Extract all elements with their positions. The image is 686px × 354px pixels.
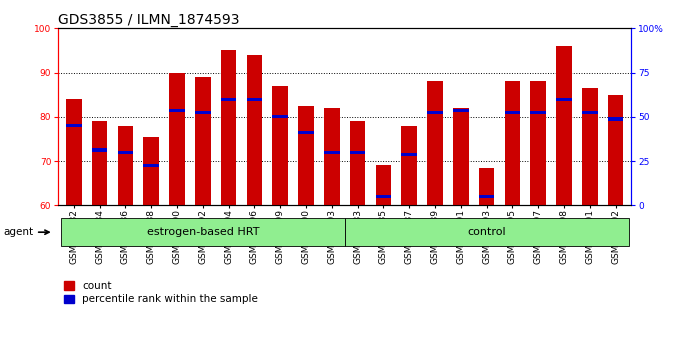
Bar (608, 118, 624, 121)
Bar (530, 111, 546, 114)
Bar (247, 98, 262, 101)
Bar (298, 106, 314, 205)
Bar (530, 81, 546, 205)
Bar (401, 153, 417, 156)
Bar (427, 111, 442, 114)
Bar (272, 86, 288, 205)
Bar (92, 148, 107, 152)
Bar (582, 88, 598, 205)
Bar (350, 151, 366, 154)
Bar (505, 111, 520, 114)
Bar (195, 77, 211, 205)
Bar (582, 111, 598, 114)
Text: estrogen-based HRT: estrogen-based HRT (147, 227, 259, 237)
Bar (401, 126, 417, 205)
Bar (479, 195, 495, 198)
Bar (143, 137, 159, 205)
Bar (608, 95, 624, 205)
Bar (376, 195, 391, 198)
Legend: count, percentile rank within the sample: count, percentile rank within the sample (64, 281, 258, 304)
Bar (66, 99, 82, 205)
Bar (453, 109, 469, 112)
Bar (92, 121, 107, 205)
Bar (118, 126, 133, 205)
Bar (298, 131, 314, 134)
Bar (221, 98, 237, 101)
Bar (453, 108, 469, 205)
Bar (143, 164, 159, 167)
Bar (169, 109, 185, 112)
Bar (324, 108, 340, 205)
Bar (376, 165, 391, 205)
Bar (556, 98, 571, 101)
Bar (118, 151, 133, 154)
Text: control: control (467, 227, 506, 237)
Bar (350, 121, 366, 205)
Bar (247, 55, 262, 205)
Bar (427, 81, 442, 205)
FancyBboxPatch shape (61, 218, 344, 246)
Bar (272, 115, 288, 118)
FancyBboxPatch shape (344, 218, 628, 246)
Bar (221, 50, 237, 205)
Bar (556, 46, 571, 205)
Bar (505, 81, 520, 205)
Text: agent: agent (3, 227, 49, 237)
Bar (169, 73, 185, 205)
Bar (66, 124, 82, 127)
Text: GDS3855 / ILMN_1874593: GDS3855 / ILMN_1874593 (58, 13, 240, 27)
Bar (479, 168, 495, 205)
Bar (324, 151, 340, 154)
Bar (195, 111, 211, 114)
